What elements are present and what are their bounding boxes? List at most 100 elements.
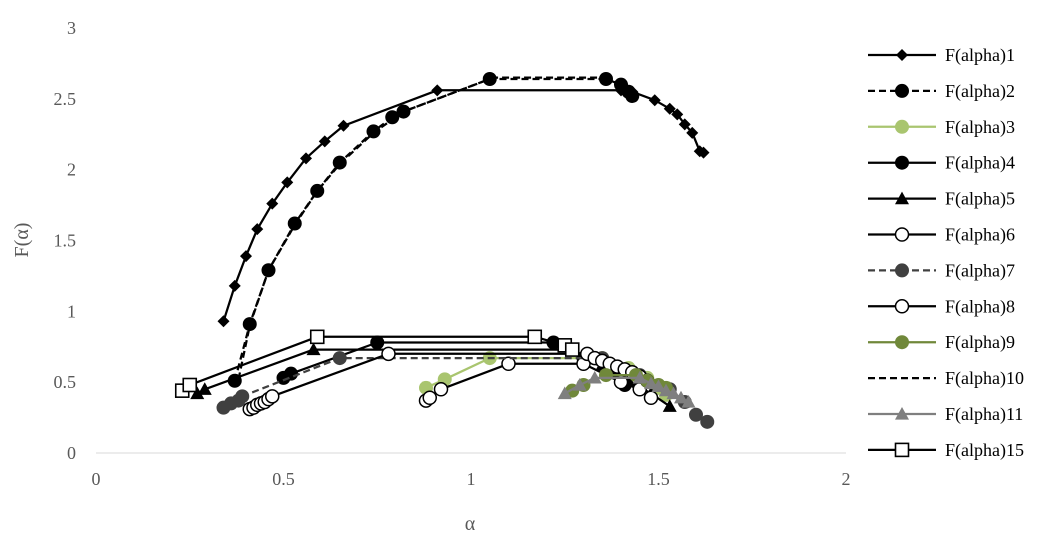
legend-marker xyxy=(895,263,909,278)
legend-item: F(alpha)9 xyxy=(868,332,1015,353)
data-point xyxy=(235,389,250,404)
legend-marker xyxy=(895,335,909,350)
data-point xyxy=(599,72,613,86)
legend-label: F(alpha)8 xyxy=(945,296,1015,317)
series-line xyxy=(222,89,704,322)
legend-marker xyxy=(895,119,909,134)
data-point xyxy=(625,89,640,103)
data-point xyxy=(689,407,703,422)
legend-marker xyxy=(894,227,910,242)
legend-label: F(alpha)15 xyxy=(945,440,1024,461)
data-point xyxy=(332,351,347,366)
data-point xyxy=(182,377,198,393)
data-point xyxy=(632,370,647,384)
axes: α F(α) xyxy=(11,223,846,535)
data-point xyxy=(648,94,661,107)
legend-marker xyxy=(894,299,910,314)
ticks: 0 0.5 1 1.5 2 0 0.5 1 1.5 2 2.5 3 xyxy=(54,18,851,489)
series-10 xyxy=(237,76,606,380)
data-point xyxy=(482,72,497,86)
data-point xyxy=(433,382,449,397)
data-point xyxy=(190,386,205,400)
data-point xyxy=(651,379,666,393)
legend-item: F(alpha)2 xyxy=(868,81,1015,102)
data-point xyxy=(643,390,659,405)
data-point xyxy=(671,108,684,121)
y-tick-label: 1.5 xyxy=(54,231,77,251)
data-point xyxy=(674,390,688,404)
legend-item: F(alpha)15 xyxy=(868,440,1024,461)
y-axis-title: F(α) xyxy=(11,223,33,258)
data-point xyxy=(659,383,673,397)
legend-label: F(alpha)10 xyxy=(945,368,1024,389)
data-point xyxy=(265,389,280,404)
data-point xyxy=(370,335,385,350)
x-tick-label: 2 xyxy=(842,469,851,489)
series-11 xyxy=(557,370,696,408)
legend-label: F(alpha)2 xyxy=(945,81,1015,102)
data-point xyxy=(666,386,681,400)
data-point xyxy=(385,110,400,125)
data-point xyxy=(240,250,252,263)
legend-label: F(alpha)5 xyxy=(945,189,1015,210)
legend-item: F(alpha)4 xyxy=(868,153,1015,174)
legend-item: F(alpha)3 xyxy=(868,117,1015,138)
data-point xyxy=(700,414,715,429)
legend-label: F(alpha)11 xyxy=(945,404,1023,425)
legend-label: F(alpha)4 xyxy=(945,153,1015,174)
y-tick-label: 0 xyxy=(67,443,76,463)
legend-label: F(alpha)9 xyxy=(945,332,1015,353)
data-point xyxy=(431,84,444,97)
data-point xyxy=(686,126,699,139)
data-point xyxy=(318,135,331,148)
y-tick-label: 0.5 xyxy=(54,372,77,392)
data-point xyxy=(572,378,587,391)
legend-marker xyxy=(895,83,909,98)
data-point xyxy=(300,152,312,165)
legend-label: F(alpha)6 xyxy=(945,225,1015,246)
legend-item: F(alpha)5 xyxy=(868,189,1015,210)
data-point xyxy=(501,356,516,371)
legend-marker xyxy=(895,407,909,420)
data-point xyxy=(366,124,381,139)
data-point xyxy=(678,118,691,131)
data-point xyxy=(587,370,602,384)
x-axis-title: α xyxy=(465,513,476,533)
x-tick-label: 0.5 xyxy=(272,469,295,489)
legend-label: F(alpha)3 xyxy=(945,117,1015,138)
data-point xyxy=(197,382,212,395)
legend-item: F(alpha)11 xyxy=(868,404,1023,425)
data-point xyxy=(251,223,264,236)
data-point xyxy=(337,119,350,132)
data-point xyxy=(681,395,696,408)
legend-label: F(alpha)1 xyxy=(945,45,1015,66)
data-point xyxy=(281,176,294,189)
legend-label: F(alpha)7 xyxy=(945,260,1015,281)
data-point xyxy=(557,386,572,400)
data-point xyxy=(422,390,437,405)
legend: F(alpha)1 F(alpha)2 F(alpha)3 F(alpha)4 F(al… xyxy=(868,45,1024,461)
series-1 xyxy=(217,84,710,328)
series-12 xyxy=(174,329,580,398)
data-point xyxy=(527,329,543,345)
x-tick-label: 1 xyxy=(467,469,476,489)
data-point xyxy=(309,329,325,345)
legend-item: F(alpha)1 xyxy=(868,45,1015,66)
legend-item: F(alpha)7 xyxy=(868,260,1015,281)
legend-marker xyxy=(894,442,910,458)
y-tick-label: 2.5 xyxy=(54,89,77,109)
x-tick-label: 0 xyxy=(92,469,101,489)
legend-item: F(alpha)10 xyxy=(868,368,1024,389)
legend-item: F(alpha)6 xyxy=(868,225,1015,246)
data-point xyxy=(564,342,580,357)
data-point xyxy=(284,366,298,381)
data-point xyxy=(644,376,658,390)
data-point xyxy=(266,197,279,210)
x-tick-label: 1.5 xyxy=(647,469,670,489)
y-tick-label: 3 xyxy=(67,18,76,38)
y-tick-label: 2 xyxy=(67,160,76,180)
data-point xyxy=(217,315,230,328)
legend-marker xyxy=(895,155,909,170)
